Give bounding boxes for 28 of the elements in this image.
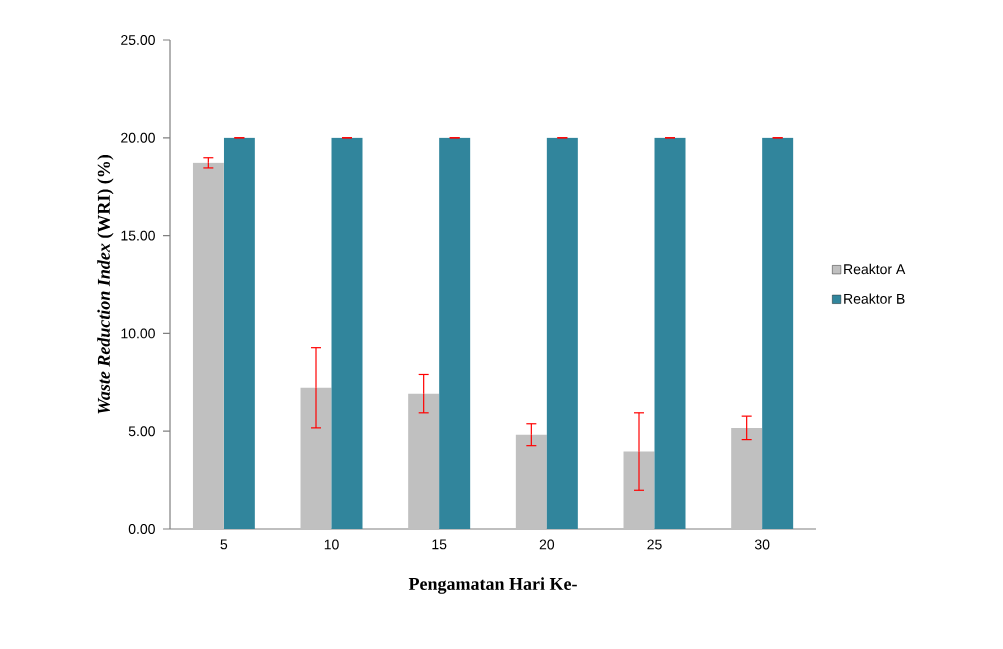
bar [515,434,547,529]
bar [223,137,255,529]
x-axis-title: Pengamatan Hari Ke- [408,577,577,594]
x-tick-label: 15 [432,539,447,550]
y-tick-label: 20.00 [121,132,155,143]
bar [654,137,686,529]
x-tick-label: 25 [647,539,662,550]
y-tick-label: 10.00 [121,328,155,339]
bar [408,393,440,529]
bar [331,137,363,529]
bar [731,427,763,529]
x-tick-label: 5 [220,539,228,550]
y-tick-label: 25.00 [121,35,155,45]
bar [762,137,794,529]
bar [300,387,332,529]
x-tick-label: 20 [539,539,555,550]
bar [546,137,578,529]
y-tick-label: 0.00 [128,524,155,534]
legend-label: Reaktor B [844,293,905,304]
x-tick-label: 30 [754,539,770,550]
y-axis-title: Waste Reduction Index (WRI) (%) [97,154,114,414]
bar [623,451,655,529]
bar [439,137,471,529]
y-tick-label: 15.00 [121,230,155,241]
y-tick-label: 5.00 [128,426,155,437]
bar [192,162,224,529]
legend-label: Reaktor A [844,263,906,275]
x-tick-label: 10 [324,539,339,550]
